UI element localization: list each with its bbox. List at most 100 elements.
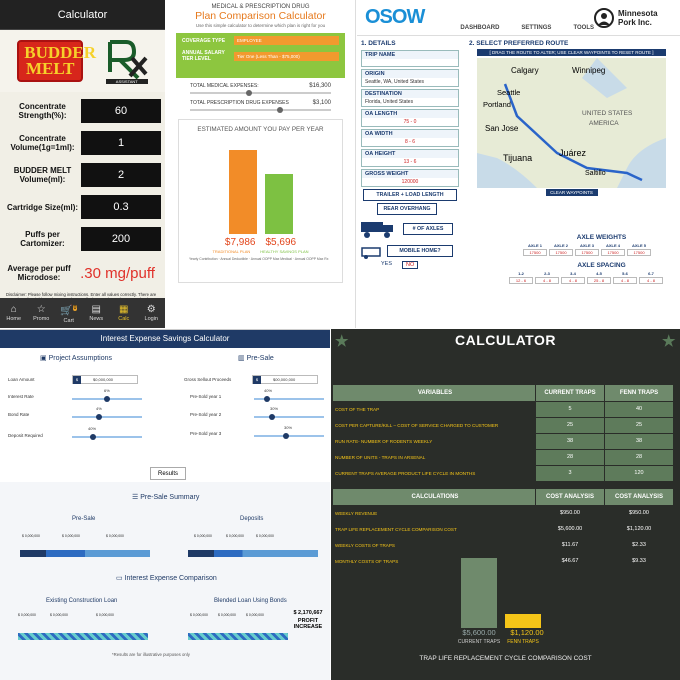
route-column: 2. SELECT PREFERRED ROUTE [ DRAG THE ROU… <box>463 38 680 328</box>
field-label: OA HEIGHT <box>365 151 396 157</box>
axle-weight: AXLE 4 17500 <box>601 243 625 256</box>
axle-label: 5-6 <box>622 271 628 276</box>
axle-spacing-input[interactable]: 4 - 8 <box>561 277 585 284</box>
salary-select[interactable]: Tier One (Less Than - $75,000) <box>234 51 339 61</box>
axle-weight-input[interactable]: 17500 <box>549 249 573 256</box>
mobile-home-button[interactable]: MOBILE HOME? <box>387 245 453 257</box>
rear-overhang-button[interactable]: REAR OVERHANG <box>377 203 437 215</box>
deposit-slider[interactable] <box>72 434 142 440</box>
rx-expense-slider[interactable] <box>190 107 331 113</box>
axle-weight-input[interactable]: 17500 <box>523 249 547 256</box>
yes-option[interactable]: YES <box>381 261 393 267</box>
width-input[interactable]: 8 - 6 <box>362 138 458 146</box>
cartridge-size-input[interactable]: 0.3 <box>81 195 161 219</box>
axle-weight-input[interactable]: 17500 <box>601 249 625 256</box>
budder-volume-input[interactable]: 2 <box>81 163 161 187</box>
column-header: COST ANALYSIS <box>536 489 604 505</box>
current-trap-input[interactable]: 5 <box>536 402 604 417</box>
nav-home[interactable]: ⌂ Home <box>2 304 26 322</box>
length-input[interactable]: 75 - 0 <box>362 118 458 126</box>
axle-weights-title: AXLE WEIGHTS <box>576 234 627 241</box>
budder-calculator-panel: Calculator BUDDER MELT ASSISTANT Concent… <box>0 0 165 328</box>
nav-tools[interactable]: TOOLS <box>573 24 594 31</box>
results-footnote: *Results are for illustrative purposes o… <box>112 652 190 657</box>
results-button[interactable]: Results <box>150 467 186 480</box>
current-cost: $950.00 <box>560 510 580 516</box>
interest-rate-slider[interactable] <box>72 396 142 402</box>
slider-handle[interactable] <box>246 90 253 96</box>
fenn-trap-input[interactable]: 28 <box>605 450 673 465</box>
presold-1-slider[interactable] <box>254 396 324 402</box>
current-trap-input[interactable]: 25 <box>536 418 604 433</box>
tick-label: $ 0,000,000 <box>96 613 114 617</box>
nav-news[interactable]: ▤ News <box>84 304 108 322</box>
origin-input[interactable]: Seattle, WA, United States <box>362 78 458 86</box>
presold-3-slider[interactable] <box>254 433 324 439</box>
concentrate-strength-input[interactable]: 60 <box>81 99 161 123</box>
deposit-row: Deposit Required <box>8 433 64 438</box>
presold-2-slider[interactable] <box>254 414 324 420</box>
loan-amount-input[interactable]: $ $0,000,000 <box>72 375 138 384</box>
slider-handle[interactable] <box>263 396 270 402</box>
details-column: 1. DETAILS TRIP NAME ORIGIN Seattle, WA, … <box>357 38 463 328</box>
nav-cart[interactable]: 🛒0 Cart <box>57 302 81 324</box>
slider-handle[interactable] <box>90 434 97 440</box>
slider-handle[interactable] <box>277 107 284 113</box>
field-label: TRIP NAME <box>365 52 396 58</box>
nav-promo[interactable]: ☆ Promo <box>29 304 53 322</box>
plan-title: Plan Comparison Calculator <box>195 10 326 22</box>
field-origin: ORIGIN Seattle, WA, United States <box>361 69 459 87</box>
nav-calc[interactable]: ▦ Calc <box>112 304 136 322</box>
current-trap-input[interactable]: 28 <box>536 450 604 465</box>
fenn-trap-input[interactable]: 38 <box>605 434 673 449</box>
height-input[interactable]: 13 - 6 <box>362 158 458 166</box>
concentrate-volume-input[interactable]: 1 <box>81 131 161 155</box>
interest-rate-row: Interest Rate <box>8 394 64 399</box>
fenn-trap-input[interactable]: 25 <box>605 418 673 433</box>
trip-name-input[interactable] <box>362 59 458 66</box>
slider-handle[interactable] <box>283 433 290 439</box>
slider-handle[interactable] <box>95 414 102 420</box>
field-label: Pre-Sold year 1 <box>190 394 222 399</box>
osow-logo[interactable]: OSOW <box>365 6 425 28</box>
axle-spacing-input[interactable]: 4 - 8 <box>535 277 559 284</box>
nav-login[interactable]: ⚙ Login <box>139 304 163 322</box>
current-trap-input[interactable]: 3 <box>536 466 604 481</box>
traditional-amount: $7,986 <box>224 237 256 248</box>
fenn-trap-input[interactable]: 40 <box>605 402 673 417</box>
current-cost: $5,600.00 <box>557 526 583 532</box>
trap-calculator-panel: ★ CALCULATOR ★ VARIABLES CURRENT TRAPS FEN… <box>331 329 680 680</box>
calculations-table: CALCULATIONS COST ANALYSIS COST ANALYSIS W… <box>333 489 673 570</box>
table-header-row: VARIABLES CURRENT TRAPS FENN TRAPS <box>333 385 673 401</box>
current-trap-input[interactable]: 38 <box>536 434 604 449</box>
axle-spacing-input[interactable]: 25 - 8 <box>587 277 611 284</box>
bond-rate-slider[interactable] <box>72 414 142 420</box>
slider-handle[interactable] <box>269 414 276 420</box>
axle-weight-input[interactable]: 17500 <box>575 249 599 256</box>
row-label: WEEKLY REVENUE <box>333 506 535 521</box>
axle-spacing-input[interactable]: 4 - 8 <box>613 277 637 284</box>
chart-caption: TRAP LIFE REPLACEMENT CYCLE COMPARISON C… <box>419 655 592 662</box>
destination-input[interactable]: Florida, United States <box>362 98 458 106</box>
route-map[interactable]: Calgary Winnipeg Seattle Portland UNITED… <box>477 58 666 188</box>
clear-waypoints-button[interactable]: CLEAR WAYPOINTS <box>545 189 598 196</box>
blended-loan-label: Blended Loan Using Bonds <box>214 598 287 604</box>
weight-input[interactable]: 120000 <box>362 178 458 186</box>
no-option[interactable]: NO <box>402 261 419 269</box>
med-expense-slider[interactable] <box>190 90 331 96</box>
nav-settings[interactable]: SETTINGS <box>521 24 552 31</box>
puffs-input[interactable]: 200 <box>81 227 161 251</box>
coverage-select[interactable]: EMPLOYEE <box>234 36 339 45</box>
axle-spacing-input[interactable]: 12 - 6 <box>509 277 533 284</box>
axle-weight-input[interactable]: 17500 <box>627 249 651 256</box>
slider-handle[interactable] <box>104 396 111 402</box>
account-area[interactable]: Minnesota Pork Inc. <box>594 7 674 28</box>
gross-sellout-input[interactable]: $ $00,000,000 <box>252 375 318 384</box>
fenn-trap-input[interactable]: 120 <box>605 466 673 481</box>
nav-label: Calc <box>118 316 130 322</box>
axle-spacing-input[interactable]: 4 - 8 <box>639 277 663 284</box>
axles-button[interactable]: # OF AXLES <box>403 223 453 235</box>
fenn-cost: $1,120.00 <box>626 526 652 532</box>
nav-dashboard[interactable]: DASHBOARD <box>460 24 500 31</box>
trailer-load-button[interactable]: TRAILER + LOAD LENGTH <box>363 189 457 201</box>
